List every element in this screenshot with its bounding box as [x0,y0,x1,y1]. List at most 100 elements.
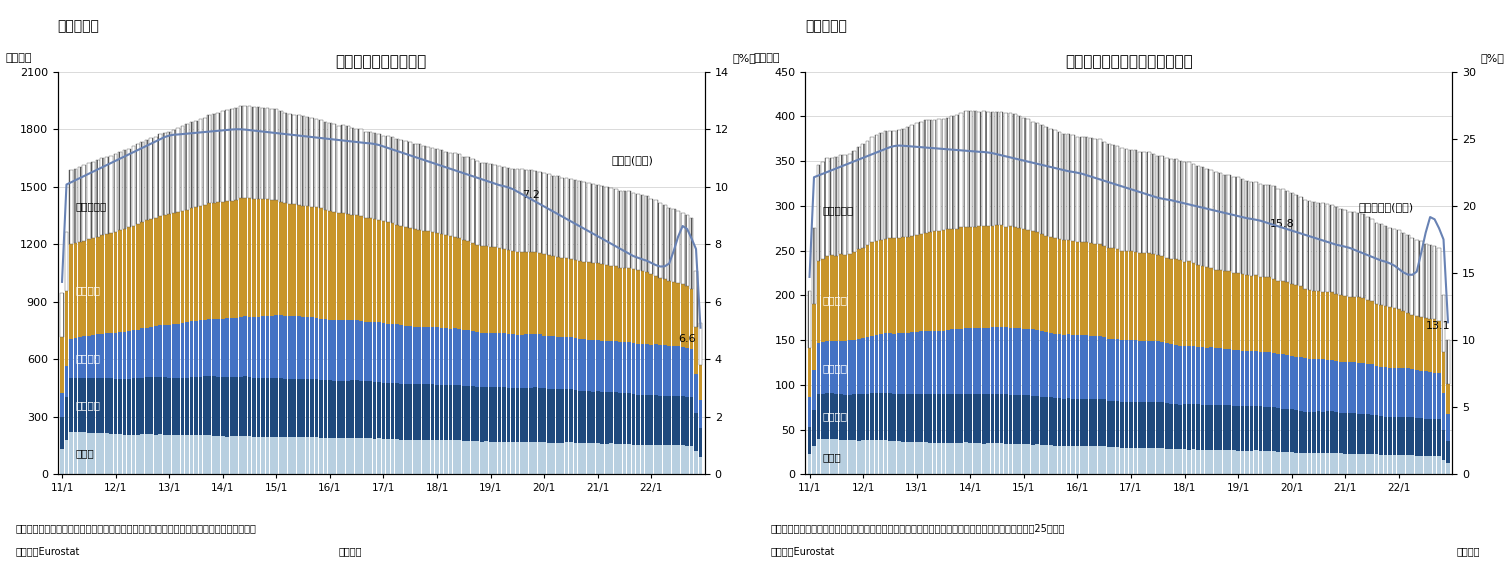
Bar [977,394,982,444]
Bar [1084,446,1089,475]
Bar [234,107,239,199]
Bar [1397,310,1401,368]
Bar [300,116,305,206]
Bar [1258,451,1262,475]
Bar [319,319,323,380]
Bar [1250,351,1253,406]
Bar [856,441,861,475]
Bar [681,347,684,397]
Bar [1348,454,1351,475]
Bar [95,377,100,433]
Bar [159,434,162,475]
Bar [1040,397,1043,445]
Bar [145,377,149,434]
Bar [1250,450,1253,475]
Bar [186,323,189,377]
Bar [243,436,248,475]
Bar [364,132,367,218]
Bar [920,331,923,394]
Bar [1045,397,1048,445]
Bar [929,232,932,331]
Bar [972,227,977,328]
Bar [1321,453,1324,475]
Bar [560,337,563,389]
Bar [963,442,968,475]
Bar [453,153,458,237]
Bar [695,271,698,327]
Bar [297,115,300,205]
Bar [1447,384,1450,414]
Bar [439,440,444,475]
Bar [122,150,127,229]
Bar [865,441,870,475]
Bar [695,451,698,475]
Bar [328,320,332,380]
Bar [403,440,408,475]
Bar [275,109,278,201]
Bar [676,396,680,445]
Bar [1169,403,1173,449]
Bar [485,333,488,387]
Bar [149,219,153,327]
Bar [1200,347,1205,405]
Bar [1107,144,1110,248]
Bar [417,230,421,327]
Bar [1205,405,1210,450]
Bar [181,435,184,475]
Bar [1120,340,1123,402]
Bar [506,168,510,250]
Bar [498,387,501,442]
Bar [844,440,847,475]
Bar [60,449,63,475]
Bar [202,205,207,320]
Text: （注）季節調整値、その他の国はドイツ・フランス・イタリア・スペインを除くユーロ圏。: （注）季節調整値、その他の国はドイツ・フランス・イタリア・スペインを除くユーロ圏… [15,523,257,533]
Bar [1223,405,1226,450]
Bar [524,334,528,388]
Bar [288,437,291,475]
Bar [1057,132,1062,240]
Bar [195,435,198,475]
Bar [471,441,474,475]
Bar [190,377,193,435]
Bar [840,440,843,475]
Bar [911,442,914,475]
Bar [332,381,337,438]
Bar [883,132,888,238]
Bar [835,158,838,256]
Bar [654,445,658,475]
Bar [865,337,870,394]
Bar [74,432,77,475]
Bar [1348,297,1351,362]
Bar [1120,402,1123,447]
Bar [519,388,524,442]
Bar [323,319,328,380]
Bar [485,387,488,441]
Bar [1280,189,1285,281]
Bar [1374,454,1379,475]
Bar [1093,399,1098,446]
Bar [1428,372,1431,419]
Bar [239,198,243,316]
Bar [234,318,239,377]
Bar [835,341,838,394]
Bar [1062,446,1066,475]
Bar [835,440,838,475]
Bar [510,334,515,388]
Bar [485,246,488,333]
Bar [154,377,157,434]
Title: 失業率と国別失業者数: 失業率と国別失業者数 [335,54,427,69]
Bar [248,198,252,316]
Bar [1164,158,1169,258]
Bar [1013,227,1016,328]
Bar [847,154,852,254]
Bar [942,119,945,231]
Bar [1258,352,1262,406]
Bar [1353,212,1356,297]
Bar [533,171,538,253]
Bar [195,321,198,377]
Bar [610,188,613,266]
Bar [622,342,627,393]
Bar [257,317,260,378]
Bar [1018,228,1021,328]
Bar [528,388,533,442]
